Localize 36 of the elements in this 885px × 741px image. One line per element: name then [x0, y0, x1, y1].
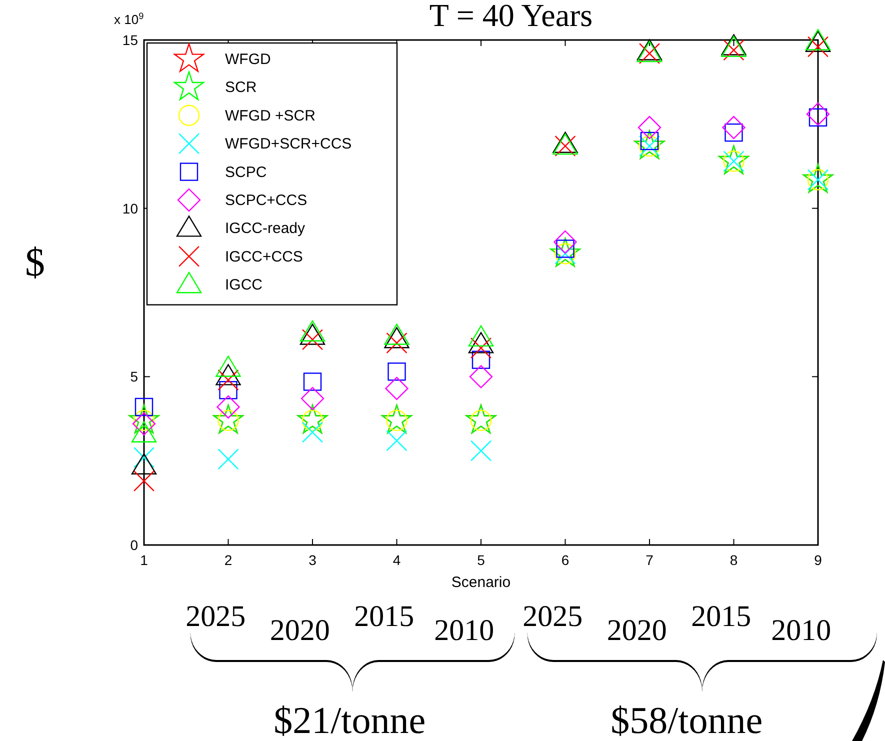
- text: 2010: [434, 614, 494, 647]
- legend-label: IGCC+CCS: [225, 248, 303, 266]
- y-tick-label: 0: [130, 537, 138, 553]
- x-tick-label: 3: [308, 552, 317, 568]
- x-tick-label: 5: [477, 552, 486, 568]
- x-tick-label: 1: [140, 552, 148, 568]
- legend-label: SCR: [225, 79, 257, 96]
- x-tick-label: 7: [646, 552, 654, 568]
- legend-label: WFGD +SCR: [225, 107, 316, 124]
- x-tick-label: 8: [730, 552, 738, 568]
- text: $21/tonne: [274, 700, 426, 741]
- y-tick-label: 5: [130, 368, 138, 385]
- x-tick-label: 6: [561, 552, 570, 568]
- text: 2010: [771, 614, 832, 647]
- y-axis-title: $: [25, 240, 45, 285]
- text: 2025: [522, 600, 583, 633]
- y-tick-label: 15: [122, 32, 138, 48]
- legend-label: IGCC-ready: [225, 220, 306, 238]
- legend-label: SCPC: [225, 164, 267, 181]
- legend-label: WFGD+SCR+CCS: [225, 136, 352, 153]
- text: x 10$^{9}$: [114, 11, 144, 27]
- text: 2020: [606, 614, 667, 647]
- x-tick-label: 9: [814, 552, 822, 568]
- text: 2015: [354, 600, 414, 633]
- text: $58/tonne: [610, 700, 763, 741]
- text: 2015: [691, 600, 752, 633]
- x-tick-label: 4: [392, 552, 401, 568]
- text: 2020: [270, 614, 330, 647]
- y-tick-label: 10: [122, 200, 138, 216]
- legend-label: IGCC: [225, 276, 263, 294]
- legend-label: SCPC+CCS: [225, 192, 308, 209]
- legend-label: WFGD: [225, 51, 271, 68]
- x-axis-title: Scenario: [451, 574, 511, 591]
- chart-title: T = 40 Years: [429, 0, 593, 33]
- x-tick-label: 2: [224, 552, 232, 568]
- text: 2025: [186, 600, 246, 633]
